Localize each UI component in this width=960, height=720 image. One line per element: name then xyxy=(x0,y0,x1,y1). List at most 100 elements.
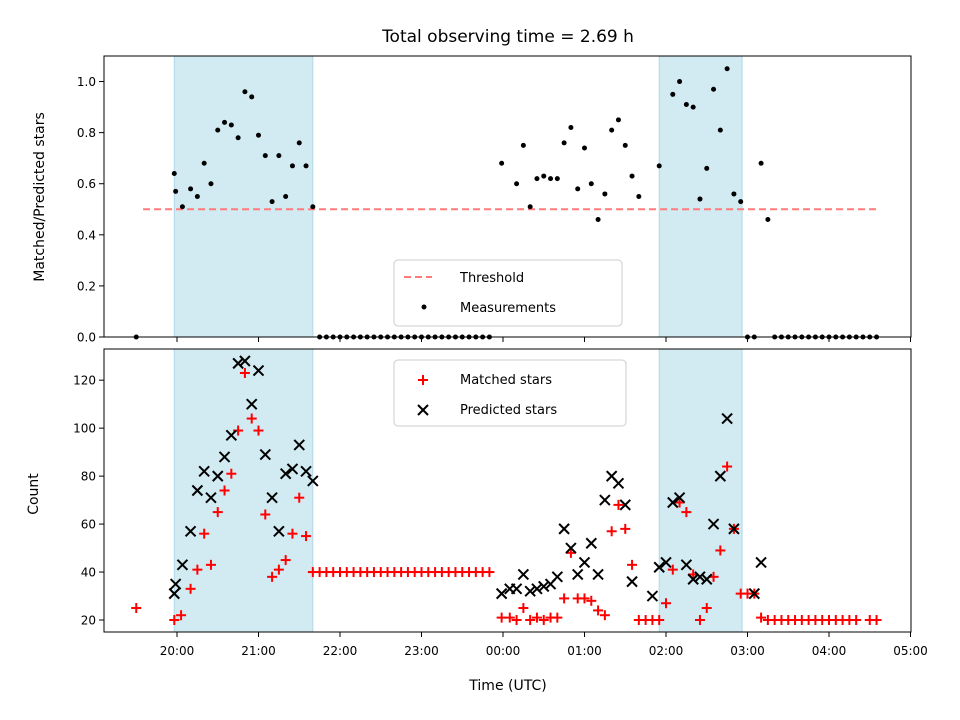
measurement-point xyxy=(276,153,282,159)
matched-star-point xyxy=(694,615,705,626)
matched-star-point xyxy=(606,526,617,537)
matched-star-point xyxy=(667,564,678,575)
measurement-point xyxy=(242,89,248,95)
predicted-star-point xyxy=(232,357,244,370)
top-y-tick-label: 0.8 xyxy=(77,126,96,140)
matched-star-point xyxy=(613,499,624,510)
bottom-y-tick-label: 120 xyxy=(73,374,96,388)
measurement-point xyxy=(758,160,764,166)
measurement-point xyxy=(514,181,520,187)
predicted-star-point xyxy=(626,575,638,588)
measurement-point xyxy=(602,191,608,197)
x-tick-label: 23:00 xyxy=(404,644,439,658)
matched-star-point xyxy=(504,612,515,623)
predicted-star-point xyxy=(558,523,570,535)
legend-predicted-label: Predicted stars xyxy=(460,403,557,418)
predicted-star-point xyxy=(687,573,699,585)
measurement-point xyxy=(215,127,221,133)
top-y-tick-label: 0.4 xyxy=(77,228,96,242)
predicted-star-point xyxy=(169,578,182,590)
x-tick-label: 05:00 xyxy=(893,644,928,658)
measurement-point xyxy=(697,196,703,202)
bottom-legend-box xyxy=(393,359,627,427)
measurement-point xyxy=(615,117,621,123)
measurement-point xyxy=(636,194,642,199)
matched-star-point xyxy=(287,528,298,539)
predicted-star-point xyxy=(701,573,713,585)
measurement-point xyxy=(179,204,185,210)
predicted-star-point xyxy=(572,568,584,581)
predicted-star-point xyxy=(246,398,258,410)
measurement-point xyxy=(541,173,547,179)
predicted-star-point xyxy=(184,525,197,537)
x-tick-label: 00:00 xyxy=(486,644,521,658)
predicted-star-point xyxy=(721,412,733,425)
bottom-y-axis-label: Count xyxy=(26,473,42,515)
predicted-star-point xyxy=(517,568,530,581)
measurement-point xyxy=(222,119,228,125)
matched-star-point xyxy=(212,507,223,518)
x-tick-label: 21:00 xyxy=(241,644,276,658)
matched-star-point xyxy=(280,555,291,566)
legend-measurements-swatch xyxy=(421,304,427,310)
matched-star-point xyxy=(538,615,549,626)
measurement-point xyxy=(269,199,275,205)
measurement-point xyxy=(670,91,676,97)
bottom-y-tick-label: 60 xyxy=(81,518,96,532)
matched-star-point xyxy=(756,612,767,623)
predicted-star-point xyxy=(495,587,508,600)
measurement-point xyxy=(554,176,560,182)
measurement-point xyxy=(561,140,567,146)
predicted-star-point xyxy=(578,556,591,569)
measurement-point xyxy=(303,163,309,169)
predicted-star-point xyxy=(680,559,693,571)
measurement-point xyxy=(256,132,261,138)
matched-star-point xyxy=(192,564,203,575)
predicted-star-point xyxy=(755,556,767,569)
shaded-interval xyxy=(658,55,743,338)
predicted-star-point xyxy=(239,355,251,367)
measurement-point xyxy=(595,216,601,222)
measurement-point xyxy=(208,181,214,187)
predicted-star-point xyxy=(300,465,312,478)
chart-title: Total observing time = 2.69 h xyxy=(381,27,634,47)
measurement-point xyxy=(588,181,594,187)
measurement-point xyxy=(235,135,241,141)
predicted-star-point xyxy=(205,491,217,504)
matched-star-point xyxy=(593,605,604,616)
measurement-point xyxy=(690,104,696,110)
measurement-point xyxy=(629,173,635,179)
measurement-point xyxy=(677,79,683,85)
top-legend-box xyxy=(393,259,623,327)
measurement-point xyxy=(683,102,689,108)
predicted-star-point xyxy=(524,585,536,597)
predicted-star-point xyxy=(551,571,564,583)
top-axes-frame xyxy=(103,55,912,338)
x-tick-label: 02:00 xyxy=(649,644,684,658)
matched-star-point xyxy=(620,523,631,534)
x-tick-label: 22:00 xyxy=(323,644,358,658)
top-y-tick-label: 1.0 xyxy=(77,75,96,89)
matched-stars-points xyxy=(131,367,882,626)
measurement-point xyxy=(724,66,730,72)
matched-star-point xyxy=(674,497,685,508)
matched-star-point xyxy=(131,603,142,614)
top-y-tick-label: 0.6 xyxy=(77,177,96,191)
measurement-point xyxy=(527,204,533,210)
top-panel: 0.0 0.2 0.4 0.6 0.8 1.0 Total observing time … xyxy=(32,27,912,345)
predicted-star-point xyxy=(694,571,706,583)
predicted-star-point xyxy=(266,491,278,504)
x-axis-label: Time (UTC) xyxy=(468,678,546,694)
predicted-star-point xyxy=(293,439,305,451)
bottom-axes-frame xyxy=(103,348,912,633)
predicted-star-point xyxy=(565,542,577,554)
predicted-star-point xyxy=(225,429,238,442)
predicted-star-point xyxy=(612,477,625,490)
predicted-star-point xyxy=(212,470,224,482)
x-tick-label: 04:00 xyxy=(812,644,847,658)
x-tick-label: 01:00 xyxy=(567,644,602,658)
top-y-tick-label: 0.2 xyxy=(77,279,96,293)
matched-star-point xyxy=(627,559,638,570)
matched-star-point xyxy=(169,615,180,626)
predicted-star-point xyxy=(538,580,550,593)
